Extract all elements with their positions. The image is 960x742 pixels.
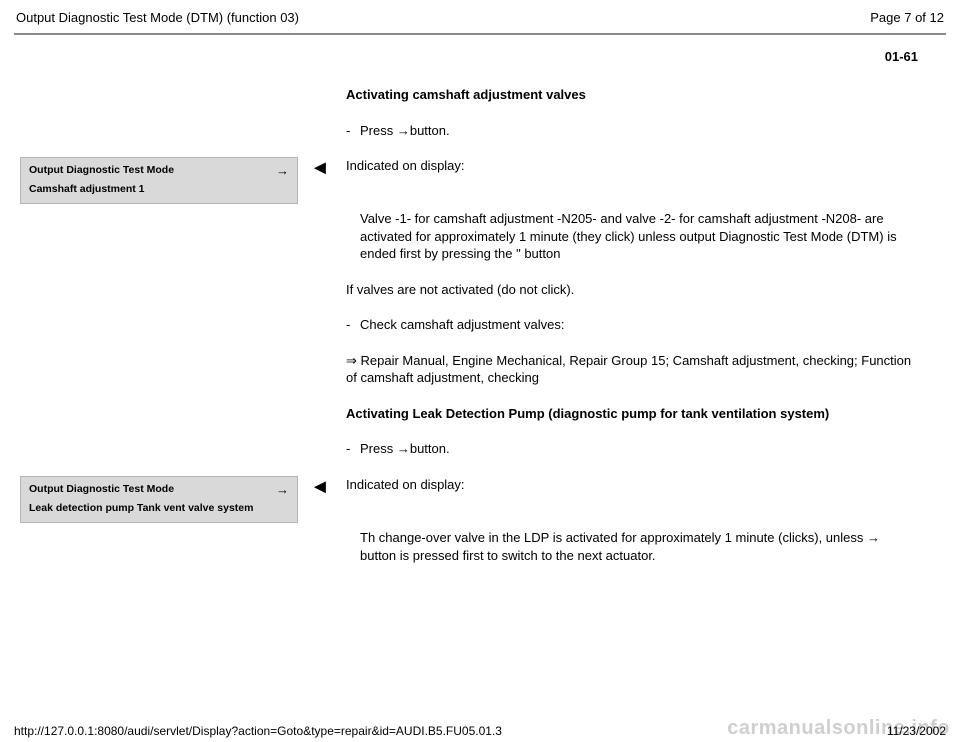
paragraph: Indicated on display:: [346, 476, 918, 494]
body-col: ⇒ Repair Manual, Engine Mechanical, Repa…: [346, 352, 918, 399]
display-box: Output Diagnostic Test Mode → Leak detecti…: [20, 476, 298, 523]
pointer-left-icon: [310, 405, 346, 406]
pointer-left-icon: [310, 122, 346, 123]
body-col: If valves are not activated (do not clic…: [346, 281, 918, 311]
pointer-left-icon: [310, 210, 346, 211]
text-span: Press: [360, 123, 397, 138]
body-col: Activating Leak Detection Pump (diagnost…: [346, 405, 918, 435]
content-row: Output Diagnostic Test Mode → Camshaft adj…: [20, 157, 918, 204]
left-col: Output Diagnostic Test Mode → Camshaft adj…: [20, 157, 310, 204]
section-heading: Activating camshaft adjustment valves: [346, 86, 918, 104]
content-area: Activating camshaft adjustment valves-Pr…: [14, 86, 946, 576]
bullet-text: Check camshaft adjustment valves:: [360, 316, 564, 334]
paragraph: If valves are not activated (do not clic…: [346, 281, 918, 299]
display-box-title: Output Diagnostic Test Mode: [29, 164, 174, 176]
header-bar: Output Diagnostic Test Mode (DTM) (funct…: [14, 10, 946, 31]
divider: [14, 33, 946, 35]
bullet-item: -Check camshaft adjustment valves:: [346, 316, 918, 334]
body-col: Activating camshaft adjustment valves: [346, 86, 918, 116]
text-span: Th change-over valve in the LDP is activ…: [360, 530, 867, 545]
header-title: Output Diagnostic Test Mode (DTM) (funct…: [16, 10, 299, 25]
left-col: Output Diagnostic Test Mode → Leak detecti…: [20, 476, 310, 523]
footer-bar: http://127.0.0.1:8080/audi/servlet/Displ…: [14, 724, 946, 738]
display-box-sub: Camshaft adjustment 1: [29, 183, 289, 195]
display-box: Output Diagnostic Test Mode → Camshaft adj…: [20, 157, 298, 204]
paragraph: ⇒ Repair Manual, Engine Mechanical, Repa…: [346, 352, 918, 387]
bullet-item: -Press →button.: [346, 122, 918, 140]
content-row: If valves are not activated (do not clic…: [20, 281, 918, 311]
body-col: -Press →button.: [346, 440, 918, 470]
paragraph-indent: Th change-over valve in the LDP is activ…: [346, 529, 918, 564]
pointer-left-icon: [310, 316, 346, 317]
text-span: Press: [360, 441, 397, 456]
content-row: Output Diagnostic Test Mode → Leak detecti…: [20, 476, 918, 523]
content-row: Valve -1- for camshaft adjustment -N205-…: [20, 210, 918, 275]
pointer-left-icon: ◄: [310, 157, 346, 178]
display-box-title: Output Diagnostic Test Mode: [29, 483, 174, 495]
content-row: Th change-over valve in the LDP is activ…: [20, 529, 918, 576]
text-span: Check camshaft adjustment valves:: [360, 317, 564, 332]
display-box-sub: Leak detection pump Tank vent valve syst…: [29, 502, 289, 514]
body-col: -Check camshaft adjustment valves:: [346, 316, 918, 346]
dash-icon: -: [346, 122, 360, 140]
body-col: Indicated on display:: [346, 476, 918, 506]
content-row: -Press →button.: [20, 122, 918, 152]
text-span: button.: [410, 441, 450, 456]
pointer-left-icon: [310, 440, 346, 441]
pointer-left-icon: [310, 529, 346, 530]
body-col: Valve -1- for camshaft adjustment -N205-…: [346, 210, 918, 275]
footer-date: 11/23/2002: [887, 724, 946, 738]
content-row: Activating Leak Detection Pump (diagnost…: [20, 405, 918, 435]
bullet-item: -Press →button.: [346, 440, 918, 458]
paragraph: Indicated on display:: [346, 157, 918, 175]
arrow-right-icon: →: [397, 123, 410, 138]
pointer-left-icon: ◄: [310, 476, 346, 497]
pointer-left-icon: [310, 352, 346, 353]
text-span: button.: [410, 123, 450, 138]
arrow-right-icon: →: [276, 483, 289, 496]
footer-url: http://127.0.0.1:8080/audi/servlet/Displ…: [14, 724, 502, 738]
content-row: Activating camshaft adjustment valves: [20, 86, 918, 116]
bullet-text: Press →button.: [360, 440, 450, 458]
section-heading: Activating Leak Detection Pump (diagnost…: [346, 405, 918, 423]
body-col: Indicated on display:: [346, 157, 918, 187]
arrow-right-icon: →: [867, 530, 880, 545]
dash-icon: -: [346, 440, 360, 458]
arrow-right-icon: →: [276, 164, 289, 177]
body-col: Th change-over valve in the LDP is activ…: [346, 529, 918, 576]
section-number: 01-61: [14, 49, 946, 64]
bullet-text: Press →button.: [360, 122, 450, 140]
pointer-left-icon: [310, 86, 346, 87]
header-page-of: Page 7 of 12: [870, 10, 944, 25]
body-col: -Press →button.: [346, 122, 918, 152]
content-row: -Check camshaft adjustment valves:: [20, 316, 918, 346]
content-row: -Press →button.: [20, 440, 918, 470]
paragraph-indent: Valve -1- for camshaft adjustment -N205-…: [346, 210, 918, 263]
pointer-left-icon: [310, 281, 346, 282]
arrow-right-icon: →: [397, 441, 410, 456]
content-row: ⇒ Repair Manual, Engine Mechanical, Repa…: [20, 352, 918, 399]
page-root: Output Diagnostic Test Mode (DTM) (funct…: [0, 0, 960, 742]
text-span: button is pressed first to switch to the…: [360, 548, 656, 563]
dash-icon: -: [346, 316, 360, 334]
